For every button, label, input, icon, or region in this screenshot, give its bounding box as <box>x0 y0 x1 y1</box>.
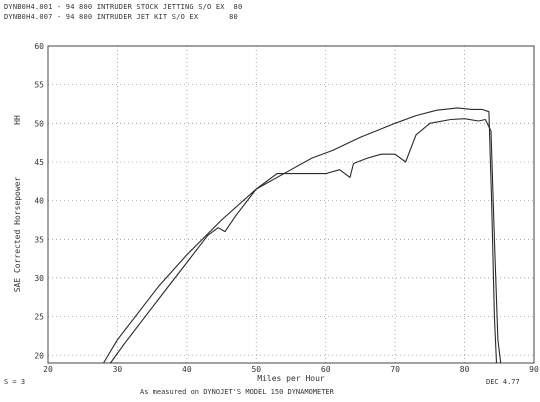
y-tick-label: 20 <box>34 351 44 360</box>
x-axis-label: Miles per Hour <box>257 374 325 383</box>
y-tick-label: 55 <box>34 81 44 90</box>
footer-left: S = 3 <box>4 378 26 386</box>
y-tick-label: 45 <box>34 158 44 167</box>
y-tick-label: 35 <box>34 235 44 244</box>
y-tick-label: 40 <box>34 197 44 206</box>
x-tick-label: 60 <box>321 365 331 374</box>
grid <box>48 46 534 363</box>
x-tick-label: 20 <box>43 365 53 374</box>
plot-frame <box>47 45 535 364</box>
legend-line-2: DYNB0H4.007 - 94 800 INTRUDER JET KIT S/… <box>4 13 238 21</box>
footer-right: DEC 4.77 <box>486 378 520 386</box>
x-tick-label: 30 <box>113 365 123 374</box>
series-line-1 <box>103 107 498 364</box>
series-line-2 <box>110 118 502 364</box>
x-tick-label: 80 <box>460 365 470 374</box>
y-tick-label: 60 <box>34 42 44 51</box>
y-axis-mark: HH <box>13 115 22 125</box>
legend-line-1: DYNB0H4.001 - 94 800 INTRUDER STOCK JETT… <box>4 3 243 11</box>
x-tick-label: 40 <box>182 365 192 374</box>
footer-credit: As measured on DYNOJET'S MODEL 150 DYNAM… <box>140 388 334 396</box>
x-tick-label: 50 <box>251 365 261 374</box>
tick-labels: 20 30 40 50 60 70 80 90 20 25 30 35 40 45 50 55 60 <box>34 42 539 374</box>
y-tick-label: 50 <box>34 119 44 128</box>
x-tick-label: 70 <box>390 365 400 374</box>
y-axis-label: SAE Corrected Horsepower <box>13 177 22 293</box>
series-group <box>103 107 502 364</box>
x-tick-label: 90 <box>529 365 539 374</box>
y-tick-label: 30 <box>34 274 44 283</box>
y-tick-label: 25 <box>34 313 44 322</box>
